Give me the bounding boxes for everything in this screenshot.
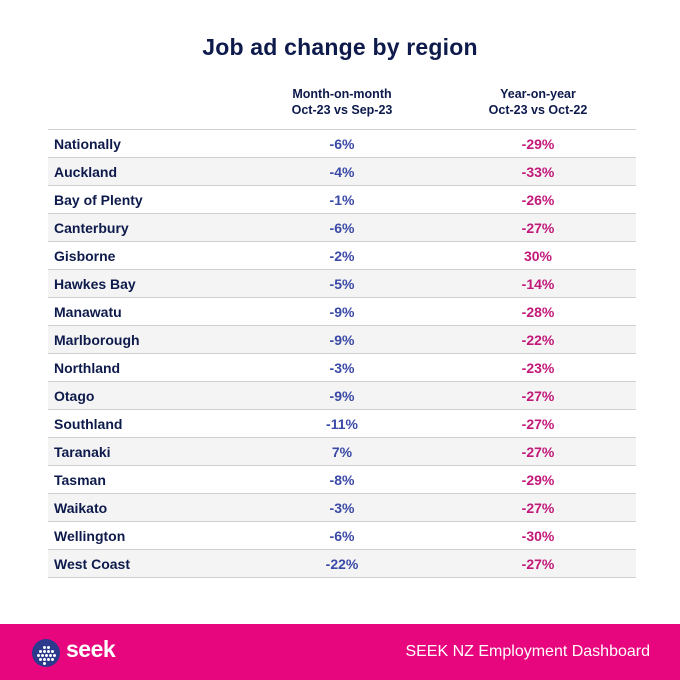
region-name: Southland <box>54 416 123 432</box>
region-name: Manawatu <box>54 304 122 320</box>
year-on-year-value: -14% <box>521 276 555 292</box>
column-header-year-on-year: Year-on-year Oct-23 vs Oct-22 <box>438 86 638 118</box>
seek-logo-icon <box>32 639 60 667</box>
logo-dot <box>44 653 48 657</box>
month-on-month-value: -11% <box>326 416 358 432</box>
month-on-month-value: -4% <box>329 164 355 180</box>
region-name: West Coast <box>54 556 130 572</box>
year-on-year-value: -30% <box>521 528 555 544</box>
month-on-month-value: -9% <box>329 304 355 320</box>
year-on-year-value: -33% <box>521 164 555 180</box>
logo-dot <box>46 649 50 653</box>
column-header-mom-line-2: Oct-23 vs Sep-23 <box>291 103 393 117</box>
year-on-year-value: -27% <box>521 416 555 432</box>
logo-dot <box>50 657 54 661</box>
seek-logo-text: seek <box>66 636 116 662</box>
table-row: Gisborne -2% 30% <box>48 242 636 270</box>
year-on-year-value: -27% <box>521 500 555 516</box>
table-row: Tasman -8% -29% <box>48 466 636 494</box>
month-on-month-value: -2% <box>329 248 355 264</box>
table-row: Southland -11% -27% <box>48 410 636 438</box>
table-row: Hawkes Bay -5% -14% <box>48 270 636 298</box>
region-name: Bay of Plenty <box>54 192 143 208</box>
footer-caption: SEEK NZ Employment Dashboard <box>405 643 650 660</box>
table-row: Waikato -3% -27% <box>48 494 636 522</box>
year-on-year-value: -29% <box>521 472 555 488</box>
region-name: Taranaki <box>54 444 111 460</box>
footer-bar: seek SEEK NZ Employment Dashboard <box>0 624 680 680</box>
logo-dot <box>46 657 50 661</box>
table-row: Canterbury -6% -27% <box>48 214 636 242</box>
chart-title: Job ad change by region <box>202 34 478 60</box>
region-name: Wellington <box>54 528 126 544</box>
logo-dot <box>38 649 42 653</box>
year-on-year-value: -28% <box>521 304 555 320</box>
region-name: Auckland <box>54 164 118 180</box>
region-name: Canterbury <box>54 220 129 236</box>
region-name: Marlborough <box>54 332 140 348</box>
column-header-yoy-line-1: Year-on-year <box>500 87 576 101</box>
logo-dot <box>42 661 46 665</box>
column-header-yoy-line-2: Oct-23 vs Oct-22 <box>488 103 588 117</box>
table-row: West Coast -22% -27% <box>48 550 636 578</box>
region-name: Tasman <box>54 472 106 488</box>
year-on-year-value: -26% <box>521 192 555 208</box>
month-on-month-value: -9% <box>329 332 355 348</box>
logo-dot <box>42 645 46 649</box>
month-on-month-value: -22% <box>325 556 359 572</box>
logo-dot <box>38 657 42 661</box>
logo-dot <box>48 653 52 657</box>
region-table: Nationally -6% -29% Auckland -4% -33% Bay of P… <box>48 129 636 578</box>
year-on-year-value: -27% <box>521 556 555 572</box>
region-name: Otago <box>54 388 95 404</box>
table-row: Wellington -6% -30% <box>48 522 636 550</box>
year-on-year-value: -27% <box>521 444 555 460</box>
table-row: Otago -9% -27% <box>48 382 636 410</box>
month-on-month-value: -5% <box>329 276 355 292</box>
logo-dot <box>40 653 44 657</box>
month-on-month-value: -3% <box>329 360 355 376</box>
year-on-year-value: -27% <box>521 388 555 404</box>
year-on-year-value: -22% <box>521 332 555 348</box>
region-name: Nationally <box>54 136 121 152</box>
column-header-mom-line-1: Month-on-month <box>292 87 392 101</box>
year-on-year-value: -29% <box>521 136 555 152</box>
month-on-month-value: -9% <box>329 388 355 404</box>
year-on-year-value: -23% <box>521 360 555 376</box>
table-row: Nationally -6% -29% <box>48 130 636 158</box>
logo-dot <box>42 649 46 653</box>
logo-dot <box>46 645 50 649</box>
month-on-month-value: -3% <box>329 500 355 516</box>
table-row: Auckland -4% -33% <box>48 158 636 186</box>
month-on-month-value: -1% <box>329 192 355 208</box>
month-on-month-value: -8% <box>329 472 355 488</box>
month-on-month-value: -6% <box>329 528 355 544</box>
year-on-year-value: 30% <box>523 248 553 264</box>
logo-dot <box>52 653 56 657</box>
table-row: Manawatu -9% -28% <box>48 298 636 326</box>
year-on-year-value: -27% <box>521 220 555 236</box>
logo-dot <box>42 657 46 661</box>
table-row: Northland -3% -23% <box>48 354 636 382</box>
logo-dot <box>50 649 54 653</box>
logo-dot <box>36 653 40 657</box>
table-row: Marlborough -9% -22% <box>48 326 636 354</box>
table-row: Bay of Plenty -1% -26% <box>48 186 636 214</box>
month-on-month-value: -6% <box>329 136 355 152</box>
month-on-month-value: 7% <box>331 444 353 460</box>
region-name: Northland <box>54 360 121 376</box>
column-header-month-on-month: Month-on-month Oct-23 vs Sep-23 <box>242 86 442 118</box>
region-name: Hawkes Bay <box>54 276 136 292</box>
month-on-month-value: -6% <box>329 220 355 236</box>
region-name: Gisborne <box>54 248 116 264</box>
table-row: Taranaki 7% -27% <box>48 438 636 466</box>
region-name: Waikato <box>54 500 108 516</box>
